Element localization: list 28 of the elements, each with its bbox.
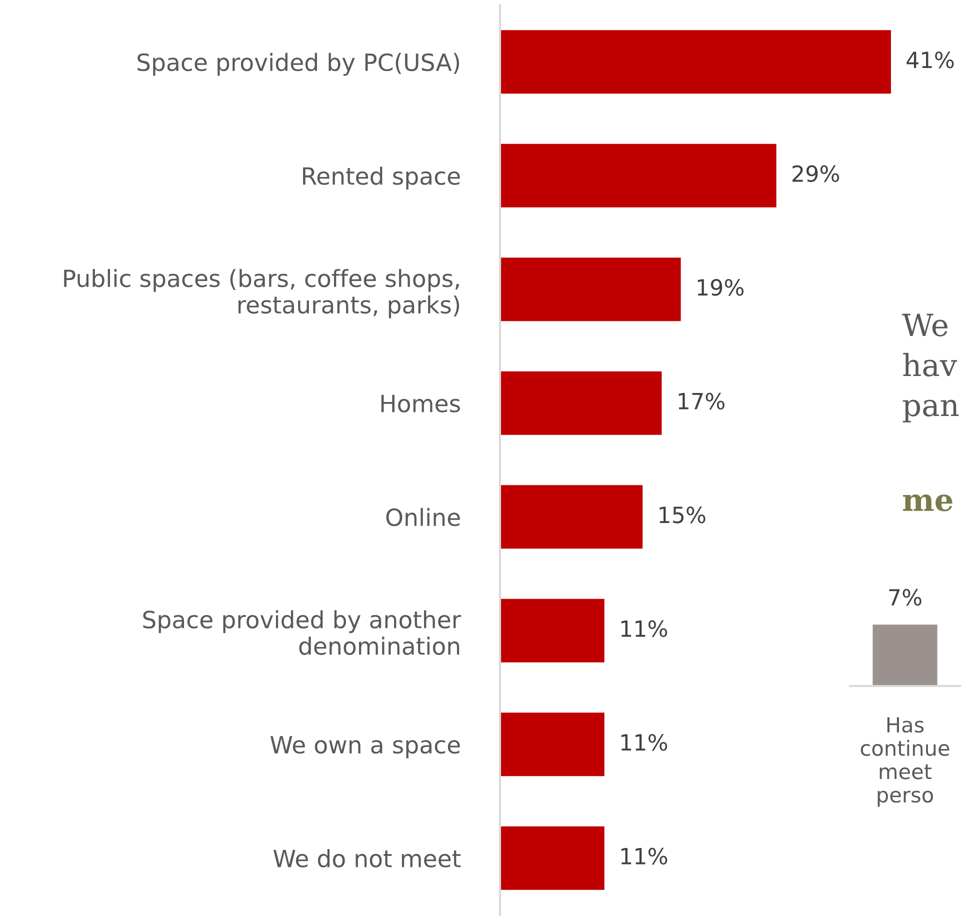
y-tick-label: Space provided by another denomination xyxy=(143,610,462,655)
bar xyxy=(500,28,892,95)
bar xyxy=(500,142,778,209)
text: We hav pan xyxy=(902,314,959,422)
y-tick-label: Homes xyxy=(381,394,460,412)
y-tick-label: We own a space xyxy=(270,736,460,758)
y-tick-label: Rented space xyxy=(303,166,460,190)
y-tick-label: We do not meet xyxy=(273,849,461,868)
data-label: 17% xyxy=(678,392,724,410)
bar xyxy=(500,598,606,664)
data-label: 11% xyxy=(621,620,668,638)
x-tick-label: Has continue meet perso xyxy=(860,717,950,807)
data-label: 7% xyxy=(889,588,922,606)
y-tick-label: Public spaces (bars, coffee shops, restaurants, parks) xyxy=(64,268,460,318)
data-label: 15% xyxy=(660,506,706,524)
bar xyxy=(500,484,644,550)
bar xyxy=(500,370,664,436)
y-tick-label: Online xyxy=(386,508,460,526)
bar xyxy=(500,825,606,892)
data-label: 41% xyxy=(906,52,954,68)
text: me xyxy=(903,494,952,512)
data-label: 19% xyxy=(698,279,744,296)
bar xyxy=(500,256,682,322)
data-label: 11% xyxy=(621,734,668,751)
data-label: 11% xyxy=(621,848,668,865)
data-label: 29% xyxy=(792,165,840,182)
y-tick-label: Space provided by PC(USA) xyxy=(138,52,460,76)
bar xyxy=(500,711,606,778)
